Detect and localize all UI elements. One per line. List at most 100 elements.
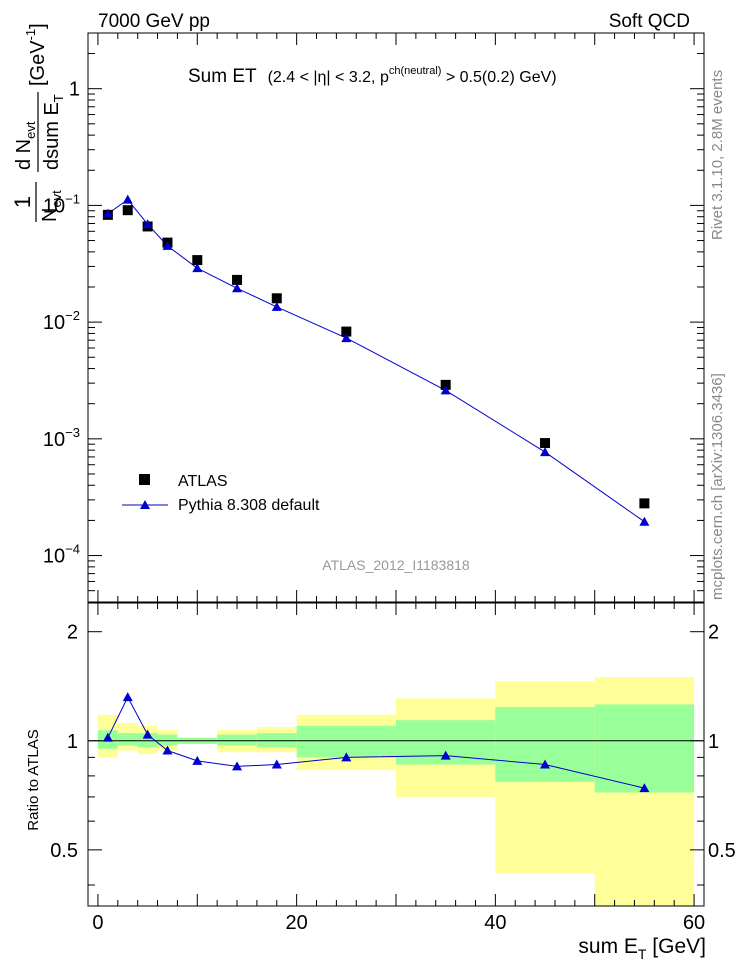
header-right: Soft QCD <box>609 11 690 32</box>
y-tick-label-main-2: 10−2 <box>43 308 80 334</box>
header-left: 7000 GeV pp <box>98 11 210 32</box>
ratio-band-inner-2 <box>137 733 158 748</box>
ratio-band-inner-5 <box>217 734 257 746</box>
ratio-y-label: Ratio to ATLAS <box>25 729 42 830</box>
svg-text:[GeV-1]: [GeV-1] <box>23 23 49 86</box>
legend-mc-label: Pythia 8.308 default <box>178 497 320 514</box>
main-y-label: 1 Nevt d Nevt dsum ET [GeV-1] <box>10 23 66 222</box>
y-tick-mantissa: 10 <box>43 546 65 568</box>
y-tick-label-ratio-left-0: 0.5 <box>50 840 78 862</box>
ylabel-unit-end: ] <box>27 23 49 29</box>
mc-point-main <box>232 283 243 293</box>
x-axis-label: sum ET [GeV] <box>578 935 706 962</box>
ylabel-n-sub: evt <box>49 190 64 208</box>
mc-point-ratio <box>440 750 451 760</box>
y-tick-label-ratio-left-2: 2 <box>67 622 78 644</box>
ratio-band-inner-1 <box>117 733 138 746</box>
y-tick-exponent: −3 <box>65 425 80 440</box>
ylabel-dsum-sub: T <box>51 94 66 102</box>
x-label-sub: T <box>638 946 647 962</box>
y-tick-mantissa: 1 <box>69 79 80 101</box>
data-point <box>192 255 203 266</box>
mc-point-main <box>639 516 650 526</box>
x-tick-label-1: 20 <box>286 912 308 934</box>
data-point <box>440 379 451 390</box>
data-point <box>271 293 282 304</box>
plot-title-main: Sum ET <box>188 66 257 87</box>
mc-point-main <box>271 301 282 311</box>
mc-point-ratio <box>540 759 551 769</box>
mc-point-ratio <box>102 732 113 742</box>
mc-point-main <box>162 240 173 250</box>
y-tick-mantissa: 10 <box>43 429 65 451</box>
mc-point-main <box>122 194 133 204</box>
data-point <box>639 498 650 509</box>
mc-points-ratio <box>102 692 650 793</box>
x-tick-label-0: 0 <box>92 912 103 934</box>
ylabel-n: N <box>39 208 61 222</box>
svg-text:d Nevt: d Nevt <box>13 121 38 170</box>
mcplots-label: mcplots.cern.ch [arXiv:1306.3436] <box>709 373 726 600</box>
ylabel-dn-sub: evt <box>23 121 38 139</box>
y-tick-exponent: −2 <box>65 308 80 323</box>
y-tick-label-ratio-right-0: 0.5 <box>708 840 736 862</box>
data-point <box>122 205 133 216</box>
data-point <box>341 326 352 337</box>
y-tick-label-main-4: 10−4 <box>43 542 80 568</box>
mc-point-ratio <box>162 745 173 755</box>
y-tick-mantissa: 10 <box>43 312 65 334</box>
ylabel-dn: d N <box>13 139 35 170</box>
mc-point-ratio <box>142 729 153 739</box>
mc-point-ratio <box>271 759 282 769</box>
mc-point-main <box>540 447 551 457</box>
ratio-band-inner-10 <box>594 704 695 793</box>
mc-point-main <box>192 263 203 273</box>
ylabel-one: 1 <box>10 196 35 208</box>
plot-title-detail-right: > 0.5(0.2) GeV) <box>441 69 556 86</box>
mc-point-main <box>341 333 352 343</box>
data-points <box>102 205 650 509</box>
ratio-band-inner-6 <box>256 733 297 748</box>
ratio-band-inner-9 <box>495 706 595 782</box>
mc-point-ratio <box>639 783 650 793</box>
y-tick-label-main-3: 10−3 <box>43 425 80 451</box>
x-label-main: sum E <box>578 935 638 958</box>
data-point <box>232 274 243 285</box>
ylabel-unit-sup: -1 <box>23 29 38 41</box>
mc-point-ratio <box>122 692 133 702</box>
mc-point-main <box>102 208 113 218</box>
legend-mc-marker <box>140 500 150 509</box>
y-tick-label-main-0: 1 <box>69 79 80 101</box>
y-tick-label-ratio-left-1: 1 <box>67 731 78 753</box>
mc-point-main <box>440 385 451 395</box>
mc-point-ratio <box>232 761 243 771</box>
x-tick-label-2: 40 <box>484 912 506 934</box>
y-tick-labels-main: 110−110−210−310−4 <box>43 79 80 568</box>
analysis-label: ATLAS_2012_I1183818 <box>322 557 470 573</box>
svg-text:Nevt: Nevt <box>39 190 64 222</box>
ratio-band-inner-3 <box>157 734 178 746</box>
y-tick-exponent: −1 <box>65 191 80 206</box>
y-tick-exponent: −4 <box>65 542 80 557</box>
plot-title-detail-sup: ch(neutral) <box>389 65 442 77</box>
y-tick-mantissa: 10 <box>43 195 65 217</box>
ylabel-unit: [GeV <box>27 40 49 86</box>
plot-title: Sum ET (2.4 < |η| < 3.2, pch(neutral) > … <box>188 65 557 87</box>
y-tick-label-main-1: 10−1 <box>43 191 80 217</box>
y-tick-labels-ratio: 0.5 0.5 1 1 2 2 <box>50 622 736 862</box>
ylabel-dsum: dsum E <box>41 102 63 170</box>
mc-point-ratio <box>192 755 203 765</box>
data-point <box>540 438 551 449</box>
main-frame <box>87 32 705 603</box>
x-tick-labels: 0 20 40 60 <box>92 912 705 934</box>
svg-text:dsum ET: dsum ET <box>41 94 66 170</box>
ratio-bands <box>97 676 695 906</box>
x-label-unit: [GeV] <box>646 935 706 958</box>
y-tick-label-ratio-right-2: 2 <box>708 622 719 644</box>
legend-data-label: ATLAS <box>178 473 228 490</box>
mc-point-ratio <box>341 752 352 762</box>
ratio-band-inner-7 <box>296 725 396 758</box>
plot-title-detail-left: (2.4 < |η| < 3.2, p <box>268 69 389 86</box>
x-tick-label-3: 60 <box>683 912 705 934</box>
